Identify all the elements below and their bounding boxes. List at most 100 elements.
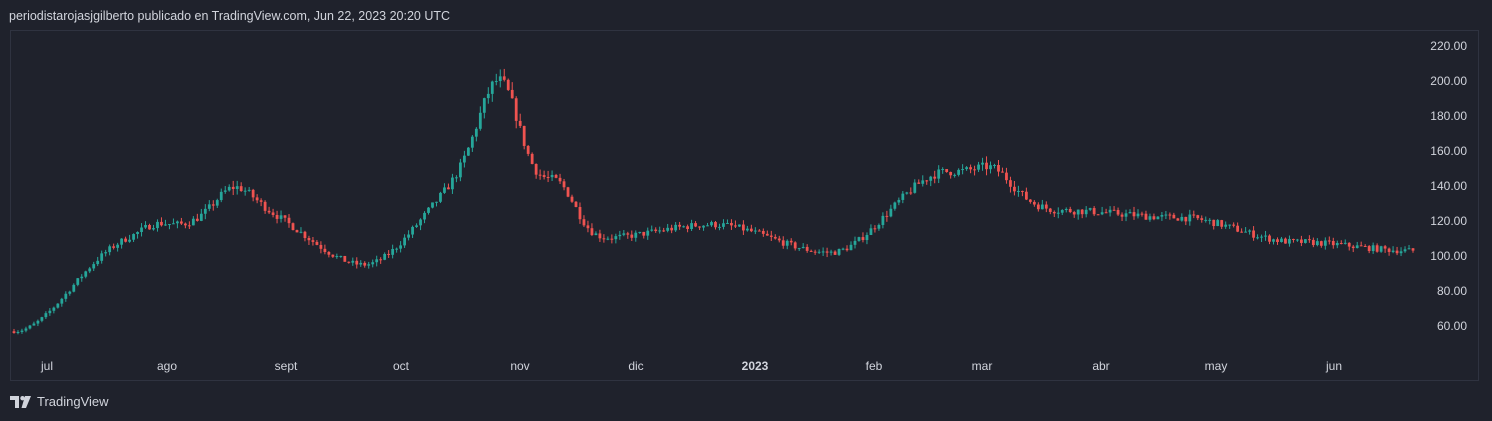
candle-up [1280, 238, 1283, 242]
candle-up [1264, 235, 1267, 237]
candle-down [1192, 214, 1196, 216]
candle-up [439, 192, 442, 202]
candle-up [227, 186, 231, 191]
candle-down [1339, 242, 1343, 244]
candle-down [686, 226, 689, 230]
candle-down [295, 230, 299, 233]
candle-down [1284, 238, 1287, 244]
candle-down [1036, 204, 1040, 210]
candle-down [148, 224, 151, 230]
candle-up [219, 191, 223, 201]
candle-up [64, 293, 68, 299]
candle-down [1387, 248, 1391, 252]
candle-up [690, 223, 693, 230]
candle-down [805, 246, 809, 251]
candle-down [602, 238, 606, 240]
candle-up [207, 204, 211, 209]
candle-up [16, 331, 20, 333]
candle-up [40, 317, 44, 321]
candle-down [315, 241, 319, 245]
candle-up [606, 238, 610, 240]
candles-group [12, 68, 1415, 335]
candle-up [953, 174, 957, 176]
candle-up [666, 227, 670, 231]
candle-up [1407, 248, 1411, 250]
chart-frame [10, 30, 1479, 381]
candle-down [1331, 240, 1335, 246]
candle-down [769, 235, 773, 237]
candle-down [522, 125, 526, 146]
candle-up [718, 226, 721, 228]
candle-up [658, 230, 662, 232]
candle-down [518, 120, 522, 126]
candle-up [618, 234, 622, 237]
candle-up [913, 182, 917, 193]
candle-up [494, 81, 498, 83]
candle-up [498, 76, 502, 82]
candle-up [156, 221, 159, 229]
candle-down [506, 79, 510, 90]
candle-up [1379, 246, 1383, 252]
candle-down [1132, 212, 1136, 217]
candle-up [223, 190, 227, 192]
candle-up [1180, 216, 1184, 221]
candle-down [1395, 250, 1399, 254]
candle-up [478, 112, 482, 129]
candle-down [1307, 239, 1311, 241]
y-tick-label: 200.00 [1430, 74, 1467, 88]
candle-up [435, 201, 438, 203]
candle-down [363, 262, 367, 266]
candle-down [985, 162, 988, 170]
candle-down [263, 201, 267, 211]
candle-up [367, 264, 371, 266]
candle-up [1160, 215, 1164, 217]
candle-down [1028, 199, 1032, 202]
candle-up [961, 169, 965, 171]
brand-name: TradingView [37, 394, 109, 409]
candle-up [176, 221, 179, 224]
candle-down [267, 210, 271, 213]
candle-down [861, 237, 865, 241]
candle-down [291, 223, 295, 231]
candle-up [490, 81, 494, 94]
candle-down [546, 176, 550, 178]
candle-up [419, 219, 422, 226]
candle-up [56, 303, 60, 308]
candle-down [570, 196, 574, 202]
candle-up [44, 313, 48, 318]
candle-down [1005, 172, 1008, 181]
candle-down [1013, 186, 1016, 192]
candle-down [319, 244, 323, 249]
candle-up [451, 177, 454, 190]
candle-down [1021, 190, 1024, 192]
candle-up [1216, 220, 1220, 227]
candle-down [773, 236, 777, 239]
candle-down [355, 260, 359, 265]
candle-up [423, 212, 426, 220]
candle-up [881, 215, 885, 225]
y-tick-label: 160.00 [1430, 144, 1467, 158]
candle-down [514, 98, 518, 121]
candle-down [1092, 208, 1096, 215]
candle-up [371, 262, 375, 265]
candle-down [598, 233, 602, 239]
candle-up [1403, 249, 1407, 252]
candle-down [969, 167, 972, 170]
candle-down [1172, 214, 1176, 219]
candle-down [813, 251, 817, 253]
candle-up [60, 298, 64, 304]
candle-down [845, 248, 849, 251]
candle-up [853, 240, 857, 245]
candle-up [68, 291, 72, 294]
candle-up [594, 233, 598, 236]
candle-down [562, 181, 566, 188]
candle-up [1148, 216, 1152, 220]
candle-up [1272, 239, 1275, 242]
candle-up [466, 147, 470, 156]
candle-down [566, 187, 570, 197]
candle-down [1168, 214, 1172, 216]
candle-up [877, 224, 881, 229]
candle-down [1276, 239, 1279, 242]
candle-down [642, 231, 646, 236]
